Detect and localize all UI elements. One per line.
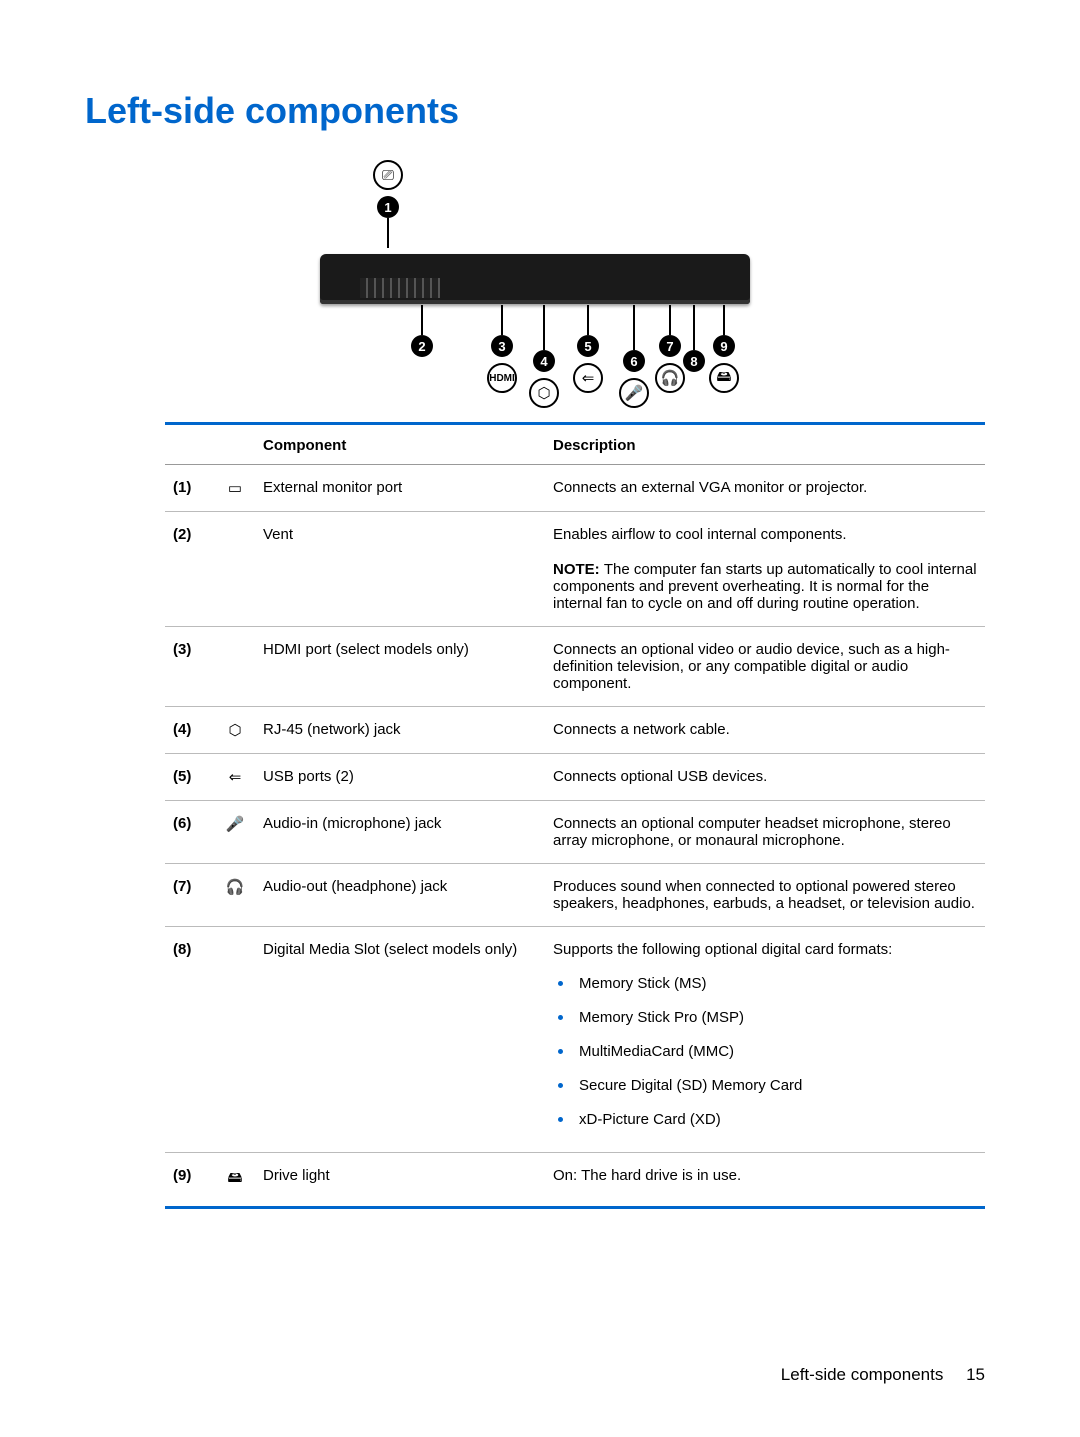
badge-8: 8: [683, 350, 705, 372]
table-row: (9)🖴Drive lightOn: The hard drive is in …: [165, 1153, 985, 1208]
list-item: Secure Digital (SD) Memory Card: [575, 1070, 977, 1104]
callout-8: 8: [683, 305, 705, 378]
component-name: Vent: [255, 512, 545, 627]
footer-section: Left-side components: [781, 1365, 944, 1384]
callout-line: [543, 305, 545, 350]
component-name: Audio-in (microphone) jack: [255, 801, 545, 864]
component-description: Enables airflow to cool internal compone…: [545, 512, 985, 627]
table-row: (5)⇐USB ports (2)Connects optional USB d…: [165, 754, 985, 801]
row-number: (5): [165, 754, 215, 801]
table-row: (8) Digital Media Slot (select models onl…: [165, 927, 985, 1153]
laptop-side-view: [320, 254, 750, 304]
table-row: (4)⬡RJ-45 (network) jackConnects a netwo…: [165, 707, 985, 754]
callout-line: [421, 305, 423, 335]
callout-2: 2: [411, 305, 433, 363]
component-name: Drive light: [255, 1153, 545, 1208]
row-number: (6): [165, 801, 215, 864]
callout-icon: 🖴: [709, 363, 739, 393]
mic-icon: 🎤: [215, 801, 255, 864]
component-description: On: The hard drive is in use.: [545, 1153, 985, 1208]
component-name: USB ports (2): [255, 754, 545, 801]
callout-9: 9🖴: [709, 305, 739, 393]
component-description: Supports the following optional digital …: [545, 927, 985, 1153]
badge-6: 6: [623, 350, 645, 372]
callout-7: 7🎧: [655, 305, 685, 393]
page-title: Left-side components: [85, 90, 985, 132]
table-row: (7)🎧Audio-out (headphone) jackProduces s…: [165, 864, 985, 927]
row-number: (9): [165, 1153, 215, 1208]
callout-1: ⎚ 1: [373, 160, 403, 248]
table-row: (6)🎤Audio-in (microphone) jackConnects a…: [165, 801, 985, 864]
table-row: (1)▭External monitor portConnects an ext…: [165, 465, 985, 512]
row-number: (2): [165, 512, 215, 627]
callout-icon: 🎧: [655, 363, 685, 393]
formats-list: Memory Stick (MS)Memory Stick Pro (MSP)M…: [553, 968, 977, 1138]
component-description: Connects an optional computer headset mi…: [545, 801, 985, 864]
drive-icon: 🖴: [215, 1153, 255, 1208]
usb-icon: ⇐: [215, 754, 255, 801]
callout-line: [693, 305, 695, 350]
callout-icon: 🎤: [619, 378, 649, 408]
headphone-icon: 🎧: [215, 864, 255, 927]
row-number: (3): [165, 627, 215, 707]
list-item: Memory Stick Pro (MSP): [575, 1002, 977, 1036]
table-row: (3) HDMI port (select models only)Connect…: [165, 627, 985, 707]
page-footer: Left-side components 15: [781, 1365, 985, 1385]
component-description: Connects a network cable.: [545, 707, 985, 754]
component-description: Produces sound when connected to optiona…: [545, 864, 985, 927]
row-number: (4): [165, 707, 215, 754]
callout-line: [387, 218, 389, 248]
callout-5: 5⇐: [573, 305, 603, 393]
note-label: NOTE:: [553, 561, 604, 578]
component-description: Connects an external VGA monitor or proj…: [545, 465, 985, 512]
callout-icon: HDMI: [487, 363, 517, 393]
callout-3: 3 HDMI: [487, 305, 517, 393]
row-icon-empty: [215, 512, 255, 627]
list-item: xD-Picture Card (XD): [575, 1104, 977, 1138]
callout-icon: ⇐: [573, 363, 603, 393]
badge-4: 4: [533, 350, 555, 372]
badge-5: 5: [577, 335, 599, 357]
component-name: Audio-out (headphone) jack: [255, 864, 545, 927]
table-header-row: Component Description: [165, 424, 985, 465]
component-name: External monitor port: [255, 465, 545, 512]
callout-line: [587, 305, 589, 335]
callout-4: 4⬡: [529, 305, 559, 408]
callout-line: [633, 305, 635, 350]
row-icon-empty: [215, 627, 255, 707]
badge-7: 7: [659, 335, 681, 357]
callout-line: [723, 305, 725, 335]
diagram: ⎚ 1 23HDMI4⬡5⇐6🎤7🎧89🖴: [225, 150, 845, 410]
component-description: Connects optional USB devices.: [545, 754, 985, 801]
network-icon: ⬡: [215, 707, 255, 754]
component-name: Digital Media Slot (select models only): [255, 927, 545, 1153]
badge-2: 2: [411, 335, 433, 357]
components-table: Component Description (1)▭External monit…: [165, 422, 985, 1209]
bottom-callouts: 23HDMI4⬡5⇐6🎤7🎧89🖴: [225, 305, 845, 405]
list-item: Memory Stick (MS): [575, 968, 977, 1002]
row-number: (8): [165, 927, 215, 1153]
footer-page-number: 15: [966, 1365, 985, 1384]
row-number: (1): [165, 465, 215, 512]
component-name: RJ-45 (network) jack: [255, 707, 545, 754]
component-description: Connects an optional video or audio devi…: [545, 627, 985, 707]
callout-6: 6🎤: [619, 305, 649, 408]
component-name: HDMI port (select models only): [255, 627, 545, 707]
badge-1: 1: [377, 196, 399, 218]
badge-3: 3: [491, 335, 513, 357]
callout-icon: ⬡: [529, 378, 559, 408]
callout-line: [501, 305, 503, 335]
monitor-icon: ▭: [215, 465, 255, 512]
monitor-icon: ⎚: [373, 160, 403, 190]
badge-9: 9: [713, 335, 735, 357]
table-row: (2) VentEnables airflow to cool internal …: [165, 512, 985, 627]
list-item: MultiMediaCard (MMC): [575, 1036, 977, 1070]
callout-line: [669, 305, 671, 335]
row-number: (7): [165, 864, 215, 927]
row-icon-empty: [215, 927, 255, 1153]
header-description: Description: [545, 424, 985, 465]
header-component: Component: [255, 424, 545, 465]
